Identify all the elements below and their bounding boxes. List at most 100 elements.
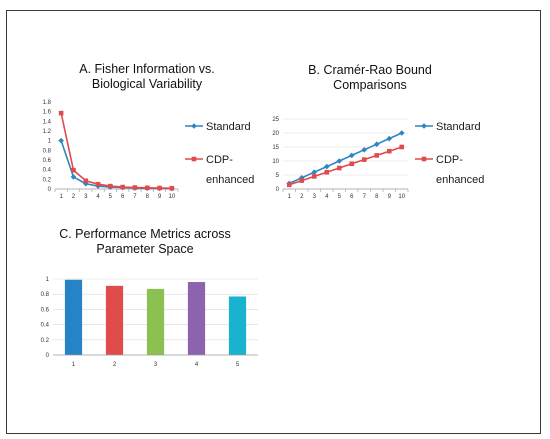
chart-b-legend-standard-label: Standard xyxy=(436,121,481,133)
chart-c-y-tick-label: 0.6 xyxy=(41,307,50,313)
chart-b-series-standard-line xyxy=(288,132,403,185)
chart-b-series-cdp-enhanced-point xyxy=(299,178,305,183)
chart-b-legend-cdp-enhanced-label: enhanced xyxy=(436,174,484,186)
figure-frame xyxy=(6,10,541,434)
chart-b-series-cdp-enhanced-point xyxy=(311,174,317,179)
chart-a-series-standard-point xyxy=(82,180,89,187)
chart-b-series-standard-point xyxy=(323,163,330,170)
chart-c-bar xyxy=(64,279,83,355)
chart-b-series-standard-point xyxy=(373,141,380,147)
chart-b-legend-standard-marker xyxy=(421,123,427,129)
chart-a-x-tick-label: 10 xyxy=(169,194,176,200)
chart-a-y-tick-label: 1.4 xyxy=(43,119,52,125)
chart-a-series-cdp-enhanced-point xyxy=(71,167,76,173)
chart-b-x-tick-label: 3 xyxy=(313,194,317,200)
chart-a-legend-standard-label: Standard xyxy=(206,121,251,133)
chart-b-y-tick-label: 25 xyxy=(272,117,279,123)
chart-a-series-standard-point xyxy=(58,137,64,144)
chart-b-x-tick-label: 8 xyxy=(375,194,379,200)
chart-a-y-tick-label: 0 xyxy=(48,187,52,193)
chart-b-series-standard-point xyxy=(298,175,305,181)
chart-a-x-tick-label: 1 xyxy=(59,194,63,200)
chart-a-x-tick-label: 4 xyxy=(96,194,100,200)
chart-a-y-tick-label: 0.4 xyxy=(43,168,52,174)
chart-b-x-tick-label: 2 xyxy=(300,194,304,200)
chart-a-y-tick-label: 0.8 xyxy=(43,148,52,154)
chart-a-series-cdp-enhanced-point xyxy=(83,178,89,184)
chart-a-title: A. Fisher Information vs. Biological Var… xyxy=(72,62,222,92)
chart-a-series-cdp-enhanced-point xyxy=(58,110,64,116)
chart-c-x-tick-label: 2 xyxy=(113,362,117,368)
chart-b-series-cdp-enhanced-point xyxy=(374,153,380,158)
chart-a-title-line-1: A. Fisher Information vs. xyxy=(79,62,215,76)
chart-c-bar xyxy=(146,288,165,355)
chart-a-x-tick-label: 2 xyxy=(72,194,76,200)
chart-c-x-tick-label: 5 xyxy=(236,362,240,368)
chart-b-y-tick-label: 5 xyxy=(276,173,280,179)
chart-c-x-tick-label: 1 xyxy=(72,362,76,368)
chart-a-y-tick-label: 0.2 xyxy=(43,177,52,183)
chart-a-series-cdp-enhanced-point xyxy=(132,185,138,190)
chart-c-bar xyxy=(105,285,124,355)
chart-c-y-tick-label: 1 xyxy=(46,277,50,283)
chart-b-series-standard-point xyxy=(348,152,355,159)
chart-a-series-cdp-enhanced-point xyxy=(157,185,162,191)
chart-b-y-tick-label: 20 xyxy=(272,131,279,137)
chart-b-title: B. Cramér-Rao Bound Comparisons xyxy=(300,63,440,93)
chart-a-y-tick-label: 1.8 xyxy=(43,100,52,106)
chart-a-series-cdp-enhanced-point xyxy=(144,185,150,191)
chart-c-y-tick-label: 0.8 xyxy=(41,292,50,298)
chart-a-series-cdp-enhanced-line xyxy=(60,112,172,190)
chart-a-x-tick-label: 7 xyxy=(133,194,137,200)
chart-b-series-standard-point xyxy=(311,169,318,175)
chart-b-x-tick-label: 1 xyxy=(288,194,292,200)
chart-a-x-tick-label: 9 xyxy=(158,194,162,200)
chart-a-series-cdp-enhanced-point xyxy=(169,185,175,191)
chart-a-x-tick-label: 8 xyxy=(146,194,150,200)
chart-c-title-line-1: C. Performance Metrics across xyxy=(59,227,231,241)
chart-a-x-tick-label: 3 xyxy=(84,194,88,200)
chart-b-series-cdp-enhanced-point xyxy=(361,157,367,162)
chart-b-series-cdp-enhanced-line xyxy=(288,146,403,186)
chart-a-y-tick-label: 0.6 xyxy=(43,158,52,164)
chart-c-title-line-2: Parameter Space xyxy=(96,242,194,256)
chart-c-y-tick-label: 0.2 xyxy=(41,338,50,344)
chart-a-legend-standard-marker xyxy=(191,123,197,129)
chart-b-series-standard-point xyxy=(336,158,343,164)
chart-a-series-cdp-enhanced-point xyxy=(108,183,113,189)
chart-b-series-standard-point xyxy=(386,135,393,142)
chart-b-y-tick-label: 15 xyxy=(272,145,279,151)
chart-a-series-cdp-enhanced-point xyxy=(120,184,125,190)
chart-b-series-cdp-enhanced-point xyxy=(324,169,330,175)
chart-a-series-standard-point xyxy=(70,174,77,180)
chart-b-x-tick-label: 5 xyxy=(338,194,342,200)
chart-a-y-tick-label: 1.2 xyxy=(43,129,52,135)
chart-b-series-standard-point xyxy=(398,130,405,136)
chart-b-title-line-1: B. Cramér-Rao Bound xyxy=(308,63,432,77)
chart-a-legend-cdp-enhanced-marker xyxy=(191,156,197,162)
chart-c-x-tick-label: 3 xyxy=(154,362,158,368)
chart-c-title: C. Performance Metrics across Parameter … xyxy=(50,227,240,257)
chart-b-title-line-2: Comparisons xyxy=(333,78,407,92)
chart-c-y-tick-label: 0.4 xyxy=(41,323,50,329)
chart-b-series-cdp-enhanced-point xyxy=(349,161,355,167)
chart-b-series-standard-point xyxy=(361,147,368,153)
chart-b-legend-cdp-enhanced-label: CDP- xyxy=(436,154,463,166)
chart-a-title-line-2: Biological Variability xyxy=(91,77,203,91)
chart-b-x-tick-label: 6 xyxy=(350,194,354,200)
chart-a-x-tick-label: 5 xyxy=(109,194,113,200)
chart-b-series-cdp-enhanced-point xyxy=(399,144,405,150)
chart-b-x-tick-label: 9 xyxy=(388,194,392,200)
chart-a-legend-cdp-enhanced-label: enhanced xyxy=(206,174,254,186)
chart-a-y-tick-label: 1 xyxy=(48,139,52,145)
chart-a-legend-cdp-enhanced-label: CDP- xyxy=(206,154,233,166)
chart-b-y-tick-label: 0 xyxy=(276,187,280,193)
chart-c-y-tick-label: 0 xyxy=(46,353,50,359)
chart-b-series-cdp-enhanced-point xyxy=(286,182,292,188)
chart-b-series-cdp-enhanced-point xyxy=(386,148,392,154)
chart-a-y-tick-label: 1.6 xyxy=(43,110,52,116)
chart-c-bar xyxy=(187,282,206,355)
